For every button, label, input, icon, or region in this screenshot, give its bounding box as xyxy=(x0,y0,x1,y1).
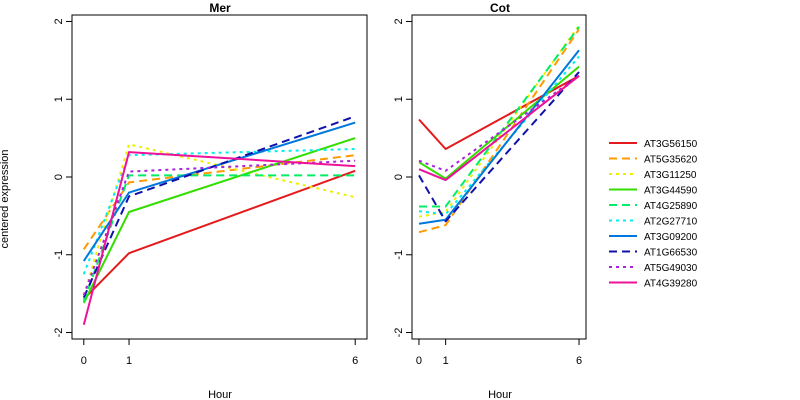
legend-label-at2g27710: AT2G27710 xyxy=(644,217,698,228)
series-line-at3g56150-cot xyxy=(418,75,580,150)
legend-label-at4g39280: AT4G39280 xyxy=(644,279,698,290)
legend-label-at5g49030: AT5G49030 xyxy=(644,263,698,274)
series-line-at4g39280-cot xyxy=(418,75,580,182)
y-tick-label-cot: -2 xyxy=(393,328,405,338)
series-line-at2g27710-cot xyxy=(418,55,580,216)
series-line-at3g44590-cot xyxy=(418,65,580,180)
legend-label-at3g11250: AT3G11250 xyxy=(644,170,697,181)
panel-title-cot: Cot xyxy=(490,1,510,15)
y-tick-label-cot: 0 xyxy=(393,174,405,180)
legend-label-at5g35620: AT5G35620 xyxy=(644,155,698,166)
series-line-at4g25890-mer xyxy=(82,174,356,302)
series-line-at3g44590-mer xyxy=(82,137,356,304)
y-tick-label-mer: 0 xyxy=(53,174,65,180)
legend: AT3G56150 AT5G35620 AT3G11250 AT3G44590 AT4G… xyxy=(609,139,698,290)
y-tick-label-cot: 1 xyxy=(393,96,405,102)
y-tick-label-mer: 2 xyxy=(53,18,65,24)
x-tick-label-cot: 6 xyxy=(576,355,582,367)
series-line-at5g35620-cot xyxy=(418,28,580,234)
legend-label-at3g44590: AT3G44590 xyxy=(644,186,698,197)
series-line-at1g66530-mer xyxy=(82,115,356,298)
plot-frame-mer xyxy=(71,14,368,340)
x-tick-label-mer: 1 xyxy=(126,355,132,367)
panel-cot: Cot Hour -2 -1 0 1 2 0 1 6 xyxy=(393,1,587,400)
y-tick-label-mer: -2 xyxy=(53,328,65,338)
legend-label-at1g66530: AT1G66530 xyxy=(644,248,698,259)
series-line-at5g49030-cot xyxy=(418,75,580,172)
x-axis-label-cot: Hour xyxy=(488,389,512,400)
series-line-at5g49030-mer xyxy=(82,159,356,296)
x-tick-label-cot: 0 xyxy=(416,355,422,367)
legend-label-at3g09200: AT3G09200 xyxy=(644,232,698,243)
y-tick-label-cot: 2 xyxy=(393,18,405,24)
series-line-at4g25890-cot xyxy=(419,26,580,208)
y-tick-label-cot: -1 xyxy=(393,250,405,260)
panel-mer: Mer Hour -2 -1 0 1 2 0 1 6 xyxy=(53,1,368,400)
y-tick-label-mer: -1 xyxy=(53,250,65,260)
x-tick-label-mer: 6 xyxy=(352,355,358,367)
series-line-at3g11250-cot xyxy=(418,24,580,218)
x-tick-label-mer: 0 xyxy=(81,355,87,367)
series-line-at5g35620-mer xyxy=(82,154,356,250)
y-axis-label: centered expression xyxy=(0,149,11,248)
series-line-at3g09200-mer xyxy=(82,121,356,262)
panel-title-mer: Mer xyxy=(209,1,231,15)
x-tick-label-cot: 1 xyxy=(443,355,449,367)
x-axis-label-mer: Hour xyxy=(208,389,232,400)
legend-label-at3g56150: AT3G56150 xyxy=(644,139,698,150)
legend-label-at4g25890: AT4G25890 xyxy=(644,201,698,212)
series-line-at4g39280-mer xyxy=(82,151,356,325)
series-line-at1g66530-cot xyxy=(418,71,580,223)
series-line-at3g56150-mer xyxy=(83,169,356,300)
y-tick-label-mer: 1 xyxy=(53,96,65,102)
